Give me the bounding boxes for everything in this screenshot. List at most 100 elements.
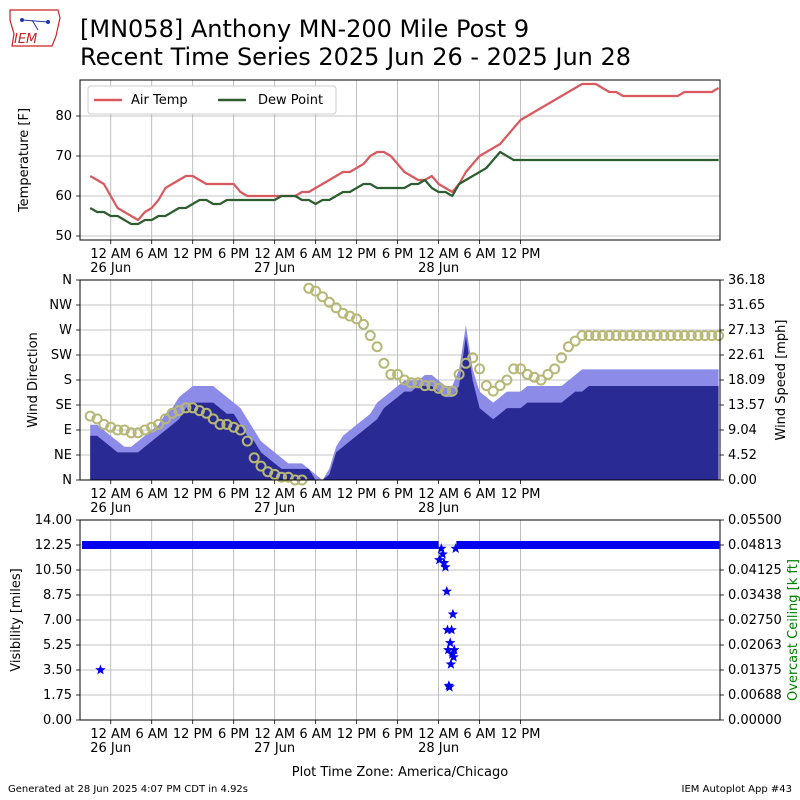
wind-direction-point: [672, 330, 684, 342]
vis-tick-label: 10.50: [35, 563, 72, 578]
wind-direction-point: [535, 374, 547, 386]
wind-direction-point: [617, 330, 629, 342]
wind-direction-point: [125, 427, 137, 439]
wind-direction-point: [624, 330, 636, 342]
temp-xtick-label: 6 PM: [382, 247, 413, 262]
ceiling-tick-label: 0.04125: [728, 563, 782, 578]
visibility-point: [446, 624, 457, 635]
wind-dir-tick-label: S: [64, 373, 72, 388]
wind-direction-point: [200, 407, 212, 419]
vis-ylabel: Visibility [miles]: [9, 568, 24, 671]
vis-tick-label: 8.75: [43, 588, 72, 603]
wind-direction-point: [603, 330, 615, 342]
wind-direction-point: [699, 330, 711, 342]
wind-xtick-label: 12 AM: [418, 487, 459, 502]
temp-xtick-label: 6 AM: [299, 247, 332, 262]
wind-direction-point: [487, 385, 499, 397]
wind-direction-point: [685, 330, 697, 342]
wind-direction-point: [187, 402, 199, 414]
generated-at-text: Generated at 28 Jun 2025 4:07 PM CDT in …: [8, 784, 249, 795]
dew-point-legend-label: Dew Point: [258, 93, 323, 108]
wind-direction-point: [405, 377, 417, 389]
wind-direction-point: [166, 407, 178, 419]
wind-direction-point: [364, 330, 376, 342]
wind-direction-point: [310, 285, 322, 297]
wind-speed-ylabel: Wind Speed [mph]: [774, 320, 789, 441]
wind-xtick-label: 12 AM: [90, 487, 131, 502]
vis-xtick-label: 12 PM: [337, 727, 377, 742]
wind-dir-ylabel: Wind Direction: [26, 332, 41, 428]
vis-xtick-date: 26 Jun: [90, 741, 131, 756]
wind-direction-point: [84, 410, 96, 422]
wind-direction-point: [576, 330, 588, 342]
ceiling-tick-label: 0.00688: [728, 688, 782, 703]
wind-xtick-label: 12 PM: [337, 487, 377, 502]
wind-direction-point: [398, 374, 410, 386]
wind-direction-point: [139, 424, 151, 436]
chart-title: [MN058] Anthony MN-200 Mile Post 9: [80, 15, 530, 43]
temp-ytick-label: 60: [55, 189, 72, 204]
dew-point-line: [89, 150, 719, 226]
temp-xtick-date: 26 Jun: [90, 261, 131, 276]
wind-dir-tick-label: SW: [51, 348, 72, 363]
wind-direction-point: [132, 427, 144, 439]
vis-xtick-label: 12 PM: [501, 727, 541, 742]
wind-dir-tick-label: NE: [54, 448, 72, 463]
ceiling-tick-label: 0.02063: [728, 638, 782, 653]
ceiling-tick-label: 0.03438: [728, 588, 782, 603]
vis-xtick-label: 6 AM: [463, 727, 496, 742]
temp-xtick-label: 12 PM: [501, 247, 541, 262]
wind-direction-point: [439, 385, 451, 397]
temp-xtick-date: 27 Jun: [254, 261, 295, 276]
visibility-point: [442, 644, 454, 655]
wind-direction-point: [235, 424, 246, 436]
wind-direction-point: [344, 310, 356, 322]
wind-xtick-label: 6 AM: [135, 487, 168, 502]
temp-xtick-label: 12 PM: [173, 247, 213, 262]
visibility-point: [450, 543, 461, 553]
wind-direction-point: [651, 330, 663, 342]
wind-xtick-date: 26 Jun: [90, 501, 131, 516]
wind-speed-tick-label: 36.18: [728, 273, 765, 288]
wind-direction-point: [303, 282, 315, 294]
visibility-point: [442, 624, 453, 635]
wind-speed-tick-label: 13.57: [728, 398, 765, 413]
wind-direction-point: [569, 335, 581, 347]
wind-direction-point: [159, 413, 171, 425]
visibility-point: [444, 681, 455, 692]
wind-direction-point: [644, 330, 656, 342]
wind-direction-point: [228, 421, 240, 433]
wind-dir-tick-label: SE: [56, 398, 72, 413]
wind-direction-point: [282, 471, 294, 483]
temp-ylabel: Temperature [F]: [17, 108, 32, 213]
wind-direction-point: [419, 380, 431, 392]
wind-direction-point: [515, 363, 527, 375]
wind-direction-point: [262, 466, 274, 478]
vis-xtick-label: 12 AM: [254, 727, 295, 742]
wind-direction-point: [583, 330, 595, 342]
iem-logo: IEM: [9, 9, 61, 47]
vis-frame: [79, 519, 721, 721]
wind-dir-tick-label: N: [62, 473, 72, 488]
wind-direction-point: [474, 363, 486, 375]
wind-direction-point: [98, 418, 110, 430]
vis-xtick-label: 6 PM: [218, 727, 249, 742]
wind-direction-point: [358, 318, 369, 330]
wind-direction-point: [317, 291, 328, 303]
wind-xtick-date: 27 Jun: [254, 501, 295, 516]
wind-dir-tick-label: NW: [49, 298, 72, 313]
wind-direction-point: [665, 330, 677, 342]
wind-direction-point: [501, 374, 513, 386]
wind-direction-point: [112, 424, 124, 436]
wind-speed-tick-label: 27.13: [728, 323, 765, 338]
wind-xtick-label: 6 AM: [299, 487, 332, 502]
wind-frame: [79, 279, 721, 481]
wind-direction-point: [638, 330, 649, 342]
wind-direction-point: [433, 382, 445, 394]
wind-speed-tick-label: 9.04: [728, 423, 757, 438]
temp-xtick-label: 12 AM: [254, 247, 295, 262]
visibility-point: [447, 608, 459, 619]
wind-speed-tick-label: 31.65: [728, 298, 765, 313]
wind-direction-point: [378, 357, 390, 369]
